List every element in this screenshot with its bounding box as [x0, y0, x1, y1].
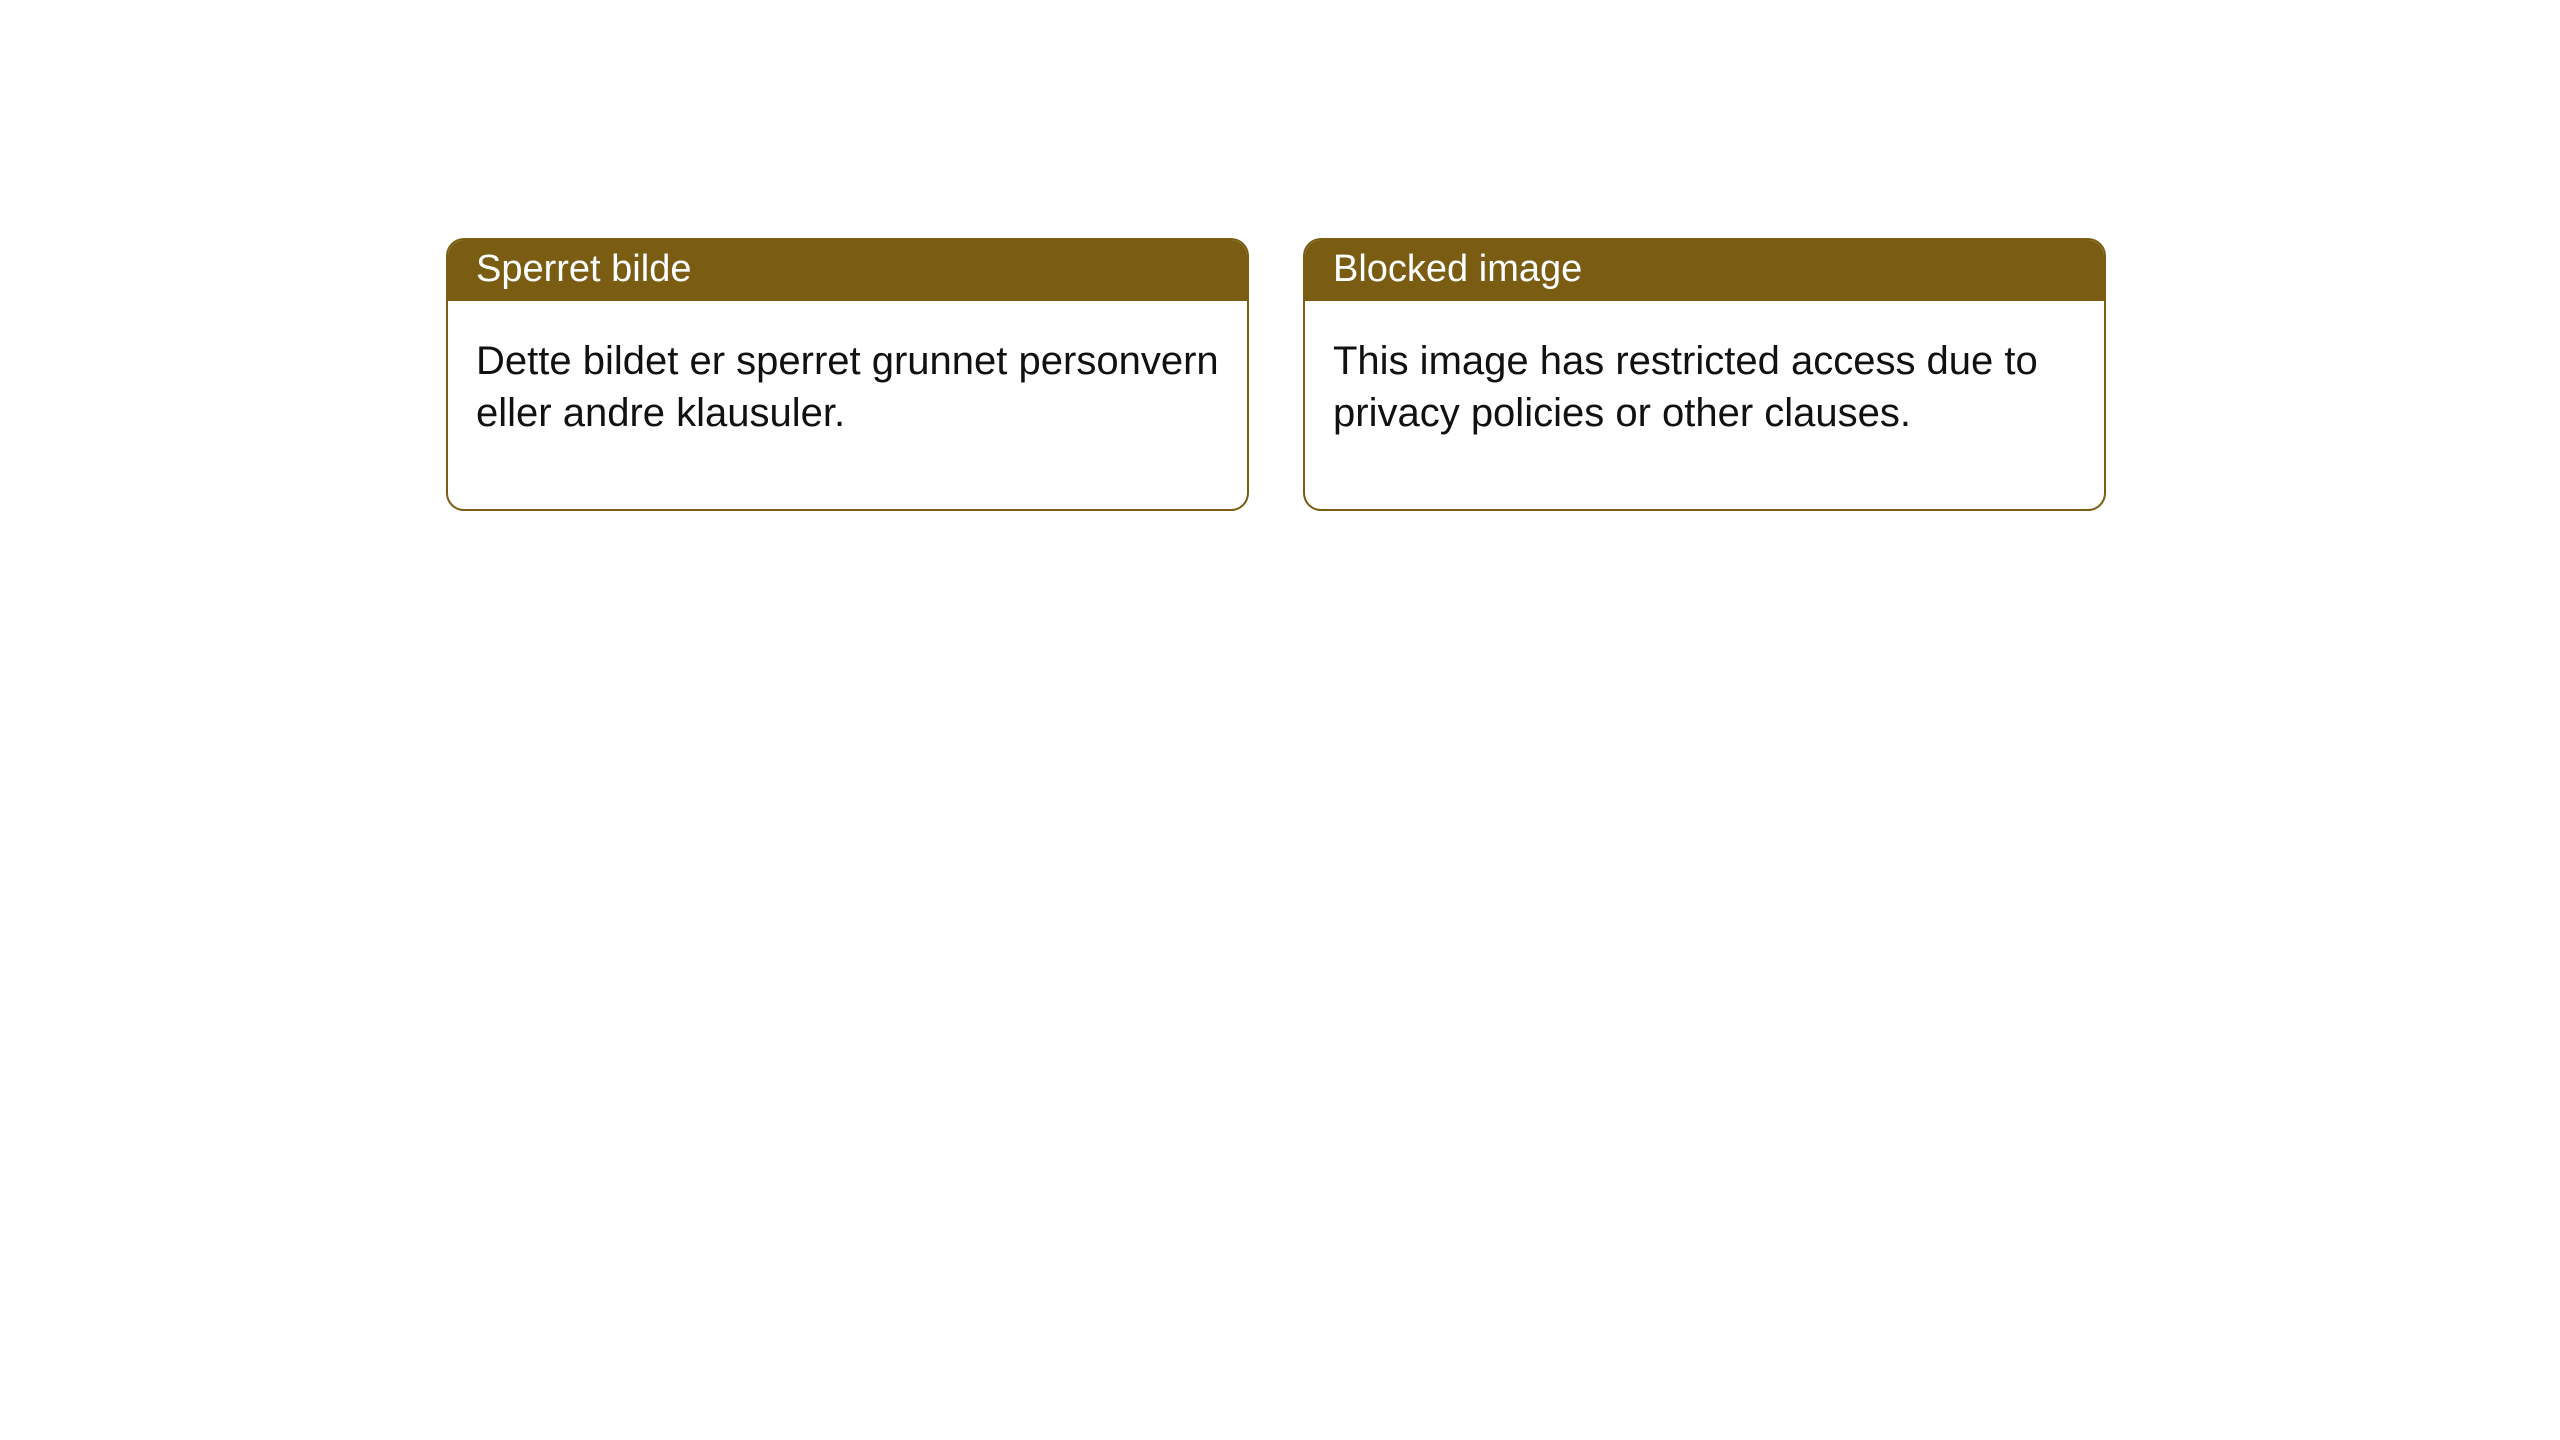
notice-cards-row: Sperret bilde Dette bildet er sperret gr… — [0, 0, 2560, 511]
notice-card-body: This image has restricted access due to … — [1305, 301, 2104, 509]
notice-card-english: Blocked image This image has restricted … — [1303, 238, 2106, 511]
notice-card-title: Sperret bilde — [448, 240, 1247, 301]
notice-card-body: Dette bildet er sperret grunnet personve… — [448, 301, 1247, 509]
notice-card-title: Blocked image — [1305, 240, 2104, 301]
notice-card-norwegian: Sperret bilde Dette bildet er sperret gr… — [446, 238, 1249, 511]
